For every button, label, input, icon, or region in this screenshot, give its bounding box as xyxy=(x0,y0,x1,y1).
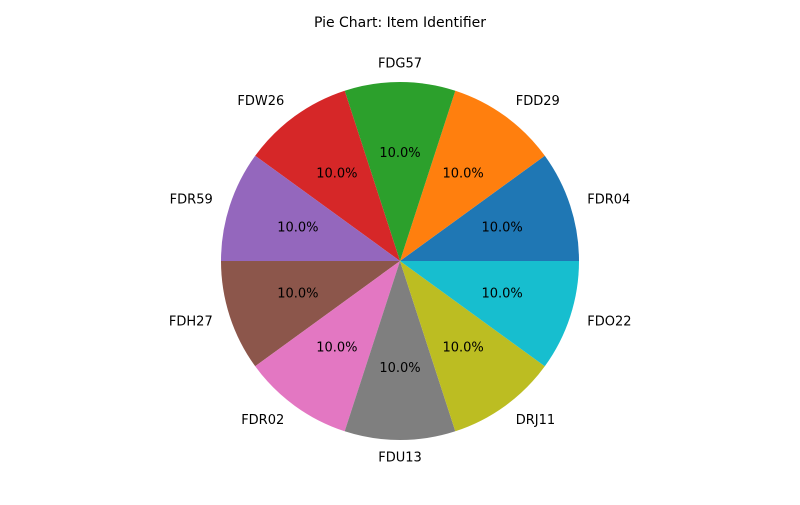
slice-label-fdr59: FDR59 xyxy=(170,193,213,208)
pie-slice-fdo22 xyxy=(400,261,579,367)
pie-slices xyxy=(221,82,579,440)
slice-label-fdd29: FDD29 xyxy=(516,94,560,109)
pie-slice-fdr04 xyxy=(400,155,579,261)
percent-label-fdr04: 10.0% xyxy=(481,220,522,235)
pie-slice-fdg57 xyxy=(344,82,456,261)
percent-label-drj11: 10.0% xyxy=(442,340,483,355)
slice-label-fdw26: FDW26 xyxy=(237,94,284,109)
percent-labels: 10.0% 10.0% 10.0% 10.0% 10.0% 10.0% 10.0% 10.0%… xyxy=(277,146,523,376)
percent-label-fdd29: 10.0% xyxy=(442,167,483,182)
slice-label-fdh27: FDH27 xyxy=(169,314,213,329)
slice-label-fdr04: FDR04 xyxy=(587,193,630,208)
slice-label-fdo22: FDO22 xyxy=(587,314,631,329)
percent-label-fdw26: 10.0% xyxy=(316,167,357,182)
percent-label-fdg57: 10.0% xyxy=(379,146,420,161)
slice-label-fdg57: FDG57 xyxy=(378,57,422,72)
pie-slice-fdr59 xyxy=(221,155,400,261)
pie-slice-fdr02 xyxy=(255,261,400,432)
slice-labels: FDR04 FDD29 FDG57 FDW26 FDR59 FDH27 FDR02 FDU13… xyxy=(169,57,632,466)
chart-title: Pie Chart: Item Identifier xyxy=(314,15,486,31)
pie-slice-drj11 xyxy=(400,261,545,432)
percent-label-fdr59: 10.0% xyxy=(277,220,318,235)
slice-label-fdr02: FDR02 xyxy=(241,413,284,428)
percent-label-fdr02: 10.0% xyxy=(316,340,357,355)
slice-label-fdu13: FDU13 xyxy=(378,450,422,465)
slice-label-drj11: DRJ11 xyxy=(516,413,555,428)
pie-slice-fdh27 xyxy=(221,261,400,367)
pie-slice-fdd29 xyxy=(400,90,545,261)
pie-slice-fdu13 xyxy=(344,261,456,440)
pie-slice-fdw26 xyxy=(255,90,400,261)
percent-label-fdu13: 10.0% xyxy=(379,361,420,376)
percent-label-fdo22: 10.0% xyxy=(481,287,522,302)
percent-label-fdh27: 10.0% xyxy=(277,287,318,302)
